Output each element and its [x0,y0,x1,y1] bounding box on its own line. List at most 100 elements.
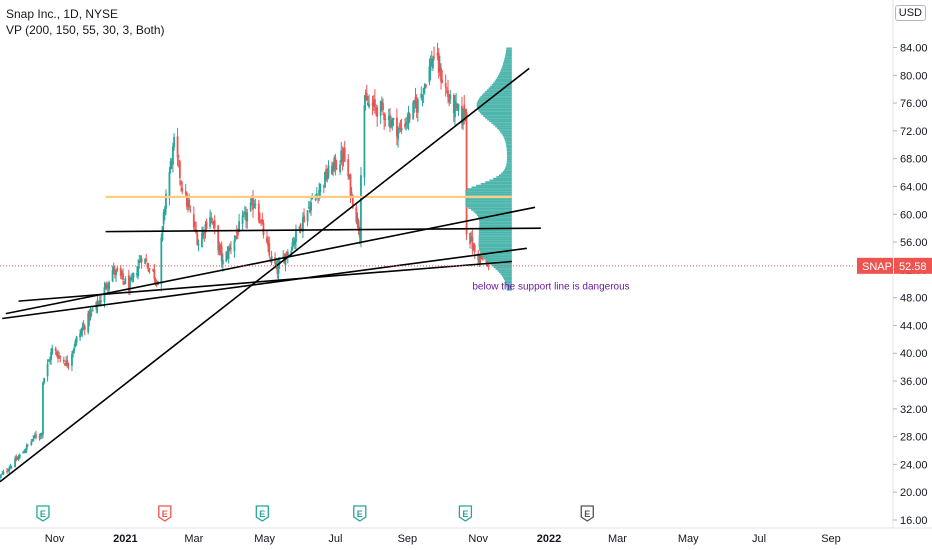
candle-body [217,225,220,250]
volume-profile-bar [499,271,512,274]
candle-body [192,214,195,227]
candle-body [324,172,326,188]
volume-profile-bar [504,57,512,60]
earnings-icon[interactable]: E [458,505,473,522]
volume-profile-bar [478,231,512,234]
candle-body [326,175,329,179]
volume-profile-bar [465,203,512,206]
candle-body [111,269,114,282]
candle-body [50,351,52,361]
candle-body [24,449,27,453]
symbol-tag[interactable] [857,257,893,274]
earnings-icon[interactable]: E [158,505,172,522]
candle-body [202,229,205,237]
candle-body [46,363,49,377]
volume-profile-bar [495,268,512,270]
candle-body [119,268,122,276]
volume-profile-bar [505,283,512,286]
earnings-icon[interactable]: E [36,505,50,522]
annotation-text[interactable]: below the support line is dangerous [472,281,629,292]
candle-body [209,217,211,227]
earnings-icon[interactable]: E [580,505,594,522]
candle-body [285,251,288,256]
trendline[interactable] [18,260,512,302]
candle-body [390,122,393,124]
volume-profile-bar [496,176,512,178]
last-price-tag[interactable] [894,257,932,274]
candle-body [210,217,213,220]
candle-body [270,256,273,263]
candle-body [173,136,175,147]
volume-profile-bar [481,113,512,116]
candle-body [437,53,440,73]
trendline[interactable] [5,206,536,315]
candle-body [421,96,424,98]
candle-body [38,436,41,438]
candle-body [456,103,459,109]
earnings-marker-shape [36,505,50,522]
candle-body [40,434,43,437]
time-tick-label: May [678,533,699,545]
candle-body [90,310,93,312]
indicator-legend[interactable]: VP (200, 150, 55, 30, 3, Both) [6,23,165,37]
candle-body [396,117,398,137]
candle-body [249,202,252,211]
volume-profile-bar [498,73,512,76]
candle-body [147,268,150,272]
candle-body [372,99,375,108]
candle-body [127,275,130,291]
candle-body [204,224,207,232]
candle-body [230,248,232,250]
candle-body [22,452,25,454]
candle-body [43,377,46,384]
volume-profile-bar [505,143,512,145]
volume-profile-bar [471,209,512,211]
volume-profile-bar [505,165,512,168]
candle-body [65,360,68,365]
candle-body [243,211,246,214]
candle-body [452,95,455,114]
price-tick-label: 36.00 [900,376,928,388]
candle-body [189,210,192,212]
candle-body [234,235,237,239]
trendline[interactable] [2,247,528,320]
candle-body [180,181,182,185]
candle-body [66,360,69,367]
candle-body [100,300,102,303]
earnings-icon[interactable]: E [255,505,269,522]
volume-profile-bar [485,181,512,183]
trendline[interactable] [0,67,530,483]
candle-body [184,192,187,194]
volume-profile-bar [490,85,512,88]
trendline[interactable] [105,227,541,233]
candle-body [32,435,35,440]
currency-button[interactable]: USD [894,5,926,21]
volume-profile-bar [503,61,512,64]
candle-body [185,192,188,207]
earnings-icon[interactable]: E [353,505,367,522]
candle-body [123,281,126,285]
candle-body [454,100,456,118]
candle-body [82,325,85,329]
volume-profile-bar [504,56,512,58]
candle-body [176,136,179,158]
volume-profile-bar [478,235,512,237]
candle-body [187,203,189,207]
candle-body [54,348,57,352]
candle-body [400,128,403,131]
volume-profile-bar [480,182,512,185]
time-tick-label: Sep [821,533,841,545]
candle-body [49,359,51,361]
volume-profile-bar [504,278,512,281]
candle-body [228,246,231,249]
candle-body [30,441,33,445]
candle-body [407,111,410,123]
candle-body [51,347,54,354]
candle-body [266,237,268,243]
volume-profile-bar [501,275,512,277]
volume-profile-bar [478,238,512,241]
time-tick-label: Mar [608,533,627,545]
candle-body [430,58,433,66]
earnings-marker-shape [353,505,367,522]
